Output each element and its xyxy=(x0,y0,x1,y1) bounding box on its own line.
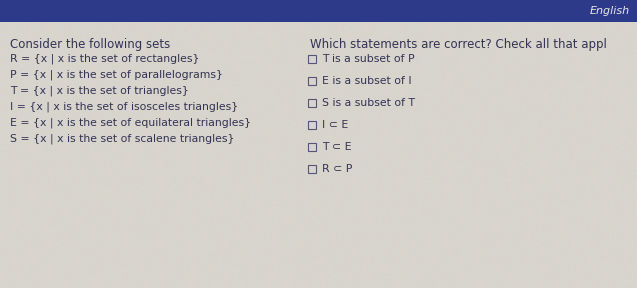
Text: S is a subset of T: S is a subset of T xyxy=(322,98,415,108)
Text: S = {x | x is the set of scalene triangles}: S = {x | x is the set of scalene triangl… xyxy=(10,134,234,145)
Bar xyxy=(308,121,316,129)
Text: T is a subset of P: T is a subset of P xyxy=(322,54,415,64)
Bar xyxy=(308,55,316,63)
Text: R ⊂ P: R ⊂ P xyxy=(322,164,352,174)
Text: E = {x | x is the set of equilateral triangles}: E = {x | x is the set of equilateral tri… xyxy=(10,118,251,128)
Text: Consider the following sets: Consider the following sets xyxy=(10,38,170,51)
Text: T = {x | x is the set of triangles}: T = {x | x is the set of triangles} xyxy=(10,86,189,96)
Text: Which statements are correct? Check all that appl: Which statements are correct? Check all … xyxy=(310,38,607,51)
Text: R = {x | x is the set of rectangles}: R = {x | x is the set of rectangles} xyxy=(10,54,199,65)
Bar xyxy=(0,0,637,22)
Bar xyxy=(308,165,316,173)
Bar xyxy=(308,77,316,85)
Bar xyxy=(308,99,316,107)
Text: E is a subset of I: E is a subset of I xyxy=(322,76,412,86)
Text: English: English xyxy=(590,6,630,16)
Bar xyxy=(308,143,316,151)
Text: I ⊂ E: I ⊂ E xyxy=(322,120,348,130)
Text: I = {x | x is the set of isosceles triangles}: I = {x | x is the set of isosceles trian… xyxy=(10,102,238,113)
Text: T ⊂ E: T ⊂ E xyxy=(322,142,352,152)
Text: P = {x | x is the set of parallelograms}: P = {x | x is the set of parallelograms} xyxy=(10,70,223,81)
